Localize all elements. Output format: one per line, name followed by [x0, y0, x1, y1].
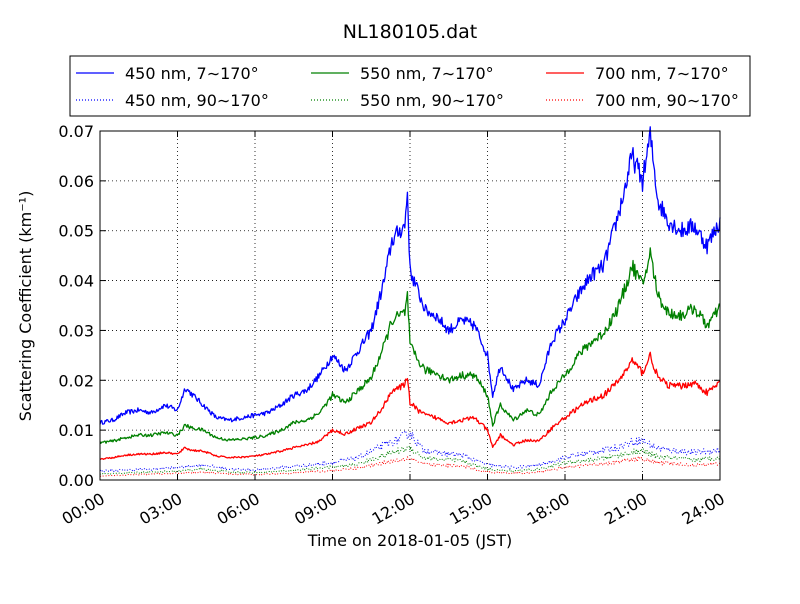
legend-label: 550 nm, 90∼170°	[360, 91, 504, 110]
y-tick-label: 0.06	[58, 172, 94, 191]
series-line	[99, 247, 721, 444]
legend: 450 nm, 7∼170° 450 nm, 90∼170° 550 nm, 7∼1…	[69, 55, 751, 117]
legend-label: 700 nm, 7∼170°	[595, 64, 729, 83]
legend-label: 700 nm, 90∼170°	[595, 91, 739, 110]
y-tick-label: 0.01	[58, 421, 94, 440]
series-line	[99, 351, 721, 461]
series-line	[99, 430, 721, 473]
y-tick-label: 0.00	[58, 471, 94, 490]
y-tick-label: 0.03	[58, 321, 94, 340]
x-axis-label: Time on 2018-01-05 (JST)	[307, 531, 512, 550]
y-axis-label: Scattering Coefficient (km⁻¹)	[16, 191, 35, 422]
legend-label: 450 nm, 90∼170°	[125, 91, 269, 110]
series-line	[99, 456, 721, 477]
legend-label: 450 nm, 7∼170°	[125, 64, 259, 83]
series-line	[99, 126, 721, 425]
chart-title: NL180105.dat	[343, 21, 478, 43]
legend-box	[69, 55, 751, 117]
legend-label: 550 nm, 7∼170°	[360, 64, 494, 83]
y-tick-label: 0.05	[58, 222, 94, 241]
y-tick-label: 0.07	[58, 122, 94, 141]
y-tick-label: 0.02	[58, 371, 94, 390]
series-layer	[99, 126, 721, 477]
y-tick-label: 0.04	[58, 272, 94, 291]
